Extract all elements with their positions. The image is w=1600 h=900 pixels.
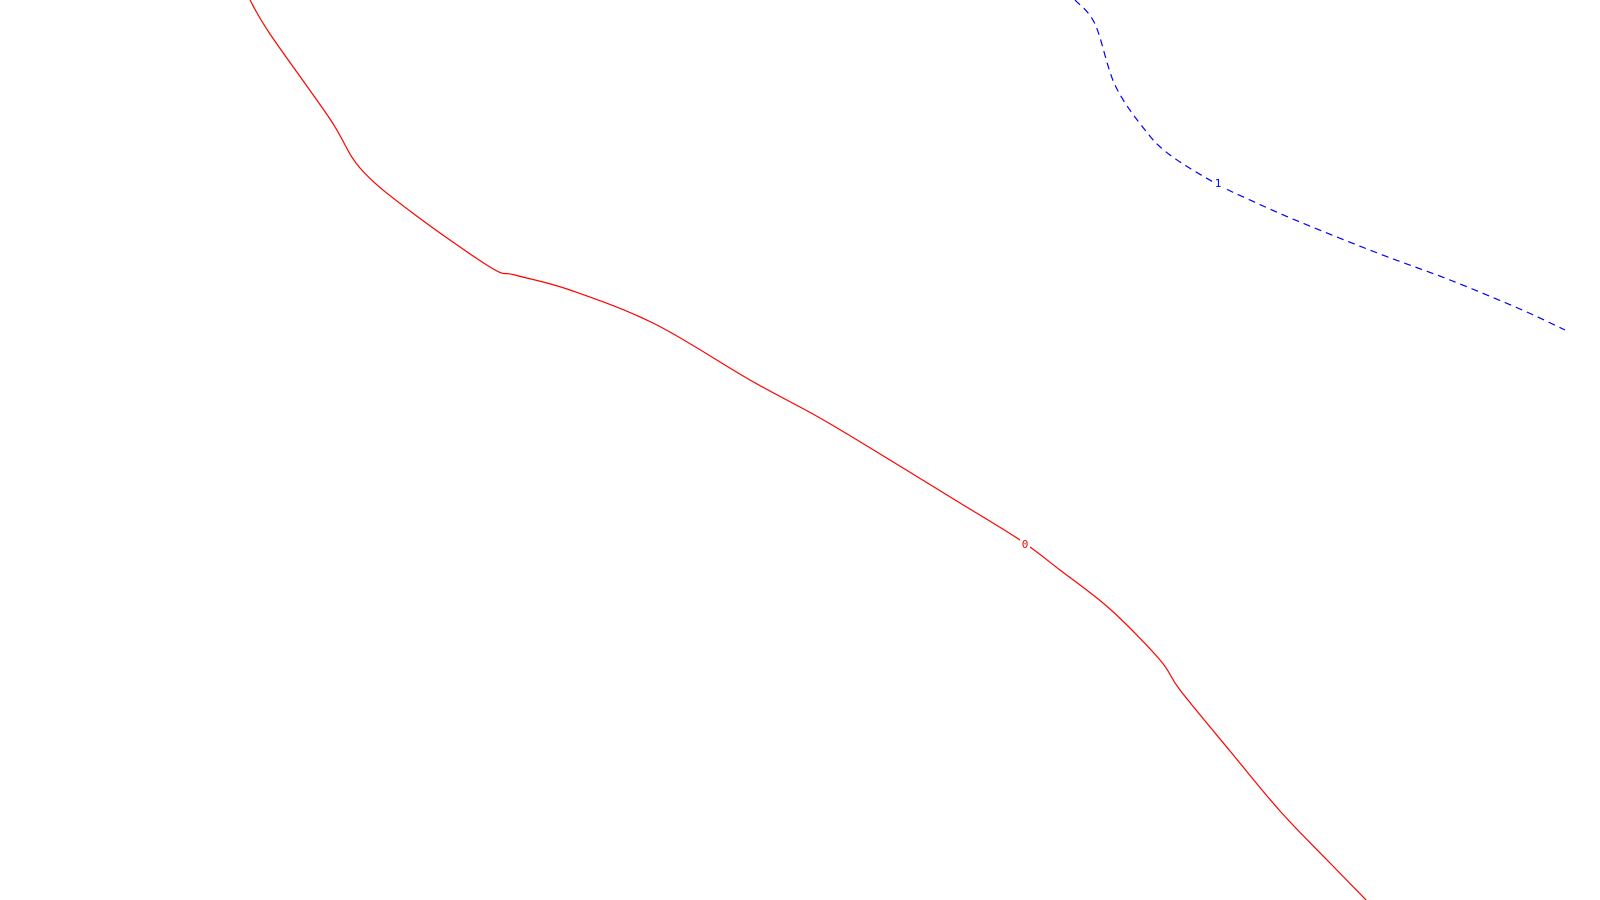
contour-label-background	[1213, 178, 1223, 190]
contour-labels: 01	[1020, 177, 1223, 551]
contour-line-level-0	[249, 0, 1367, 900]
contour-lines	[249, 0, 1566, 900]
contour-label-1: 1	[1215, 177, 1222, 190]
contour-label-0: 0	[1022, 538, 1029, 551]
contour-label-background	[1020, 539, 1030, 551]
contour-line-level-1	[1074, 0, 1566, 331]
